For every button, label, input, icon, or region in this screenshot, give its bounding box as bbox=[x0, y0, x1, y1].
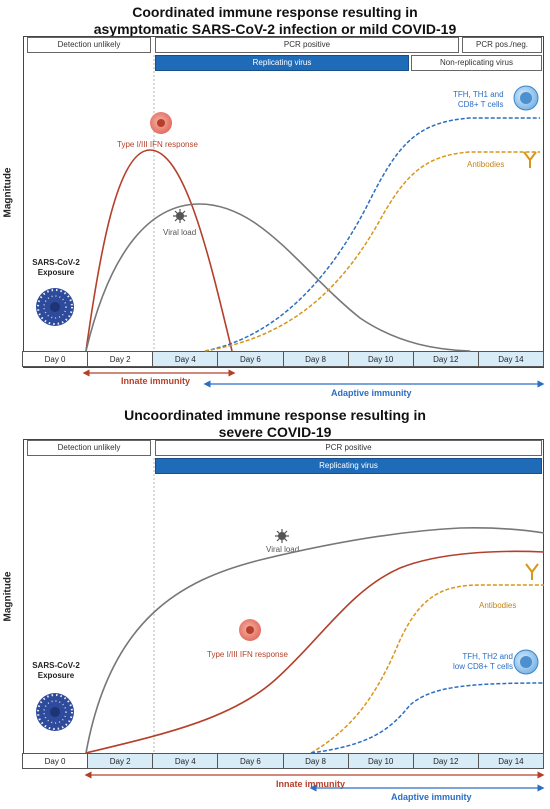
panel2-ifn-curve bbox=[85, 550, 545, 754]
panel2-title: Uncoordinated immune response resulting … bbox=[0, 407, 550, 441]
panel1-ifn-curve bbox=[85, 149, 233, 352]
panel1-antibodies-curve bbox=[204, 151, 540, 352]
panel1-viral-load-label: Viral load bbox=[163, 228, 197, 237]
panel1-viral-load-icon bbox=[173, 209, 187, 223]
panel1-viral-load-curve bbox=[85, 203, 471, 352]
panel1-day-14: Day 14 bbox=[477, 351, 544, 367]
panel1-exposure-label: SARS-CoV-2 Exposure bbox=[28, 258, 84, 278]
panel1-pcr-pos-neg-box: PCR pos./neg. bbox=[462, 37, 542, 53]
panel2-interferon-cell-icon bbox=[239, 619, 261, 641]
panel2-day-12: Day 12 bbox=[412, 753, 479, 769]
panel1-replicating-virus-box: Replicating virus bbox=[155, 55, 409, 71]
panel2-title-line1: Uncoordinated immune response resulting … bbox=[124, 407, 426, 423]
panel2-day-10: Day 10 bbox=[347, 753, 414, 769]
panel2-innate-immunity-label: Innate immunity bbox=[276, 779, 346, 789]
panel1-interferon-cell-icon bbox=[150, 112, 172, 134]
panel2-tcells-label-line1: TFH, TH2 and bbox=[462, 652, 513, 661]
panel2-replicating-virus-box: Replicating virus bbox=[155, 458, 542, 474]
panel2-exposure-line2: Exposure bbox=[37, 671, 75, 680]
panel2-antibodies-curve bbox=[310, 584, 544, 754]
panel1-detection-unlikely-box: Detection unlikely bbox=[27, 37, 151, 53]
panel2-day-6: Day 6 bbox=[217, 753, 284, 769]
panel1-day-6: Day 6 bbox=[217, 351, 284, 367]
panel2-exposure-label: SARS-CoV-2 Exposure bbox=[28, 661, 84, 681]
panel1-title-line2: asymptomatic SARS-CoV-2 infection or mil… bbox=[93, 21, 457, 37]
panel2-adaptive-immunity-label: Adaptive immunity bbox=[391, 792, 472, 802]
panel2-pcr-positive-box: PCR positive bbox=[155, 440, 542, 456]
panel1-adaptive-immunity-label: Adaptive immunity bbox=[331, 388, 412, 398]
panel2-day-14: Day 14 bbox=[477, 753, 544, 769]
panel2-viral-load-label: Viral load bbox=[266, 545, 300, 554]
panel1-day-axis: Day 0 Day 2 Day 4 Day 6 Day 8 Day 10 Day… bbox=[22, 351, 544, 367]
panel2-antibody-icon bbox=[525, 563, 539, 580]
panel1-pcr-positive-box: PCR positive bbox=[155, 37, 459, 53]
panel1-antibody-icon bbox=[523, 151, 537, 168]
panel2-viral-load-icon bbox=[275, 529, 289, 543]
panel1-non-replicating-virus-box: Non-replicating virus bbox=[411, 55, 542, 71]
panel2-tcells-curve bbox=[310, 682, 545, 754]
panel1-title: Coordinated immune response resulting in… bbox=[0, 4, 550, 38]
panel2-detection-unlikely-box: Detection unlikely bbox=[27, 440, 151, 456]
panel1-title-line1: Coordinated immune response resulting in bbox=[132, 4, 418, 20]
panel1-tcells-curve bbox=[204, 117, 540, 352]
panel1-innate-immunity-label: Innate immunity bbox=[121, 376, 191, 386]
panel1-day-10: Day 10 bbox=[347, 351, 414, 367]
panel1-exposure-line1: SARS-CoV-2 bbox=[32, 258, 80, 267]
panel2-tcells-label: TFH, TH2 and low CD8+ T cells bbox=[453, 652, 513, 672]
panel1-ifn-label: Type I/III IFN response bbox=[117, 140, 198, 149]
panel1-exposure-line2: Exposure bbox=[37, 268, 75, 277]
panel1-tcells-label: TFH, TH1 and CD8+ T cells bbox=[453, 90, 504, 110]
panel2-virus-particle-icon bbox=[36, 693, 74, 731]
panel1-antibodies-label: Antibodies bbox=[467, 160, 505, 169]
panel1-tcells-label-line2: CD8+ T cells bbox=[457, 100, 504, 109]
panel1-day-0: Day 0 bbox=[22, 351, 89, 367]
panel2-title-line2: severe COVID-19 bbox=[218, 424, 332, 440]
panel1-virus-particle-icon bbox=[36, 288, 74, 326]
panel2-exposure-line1: SARS-CoV-2 bbox=[32, 661, 80, 670]
panel1-t-cell-icon bbox=[513, 85, 539, 111]
panel2-tcells-label-line2: low CD8+ T cells bbox=[453, 662, 513, 671]
panel1-plot-frame bbox=[23, 36, 544, 368]
panel2-t-cell-icon bbox=[513, 649, 539, 675]
panel2-antibodies-label: Antibodies bbox=[479, 601, 517, 610]
panel2-viral-load-curve bbox=[85, 527, 545, 754]
panel2-day-axis: Day 0 Day 2 Day 4 Day 6 Day 8 Day 10 Day… bbox=[22, 753, 544, 769]
panel2-ifn-label: Type I/III IFN response bbox=[207, 650, 288, 659]
panel1-tcells-label-line1: TFH, TH1 and bbox=[453, 90, 504, 99]
